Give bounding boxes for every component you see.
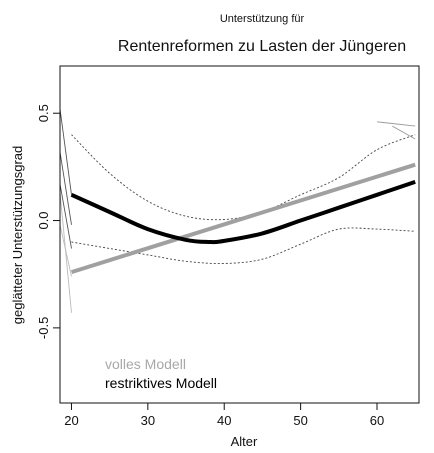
edge-line-4: [59, 224, 72, 277]
chart-title: Rentenreformen zu Lasten der Jüngeren: [118, 38, 406, 55]
band-upper-line: [71, 134, 416, 221]
y-axis: -0.5 0.0 0.5: [36, 104, 60, 339]
x-axis-label: Alter: [231, 434, 258, 449]
edge-line-5: [376, 121, 416, 127]
edge-lines: [59, 108, 416, 313]
x-tick-label: 50: [293, 413, 307, 428]
legend: volles Modell restriktives Modell: [105, 356, 217, 391]
band-lower-line: [71, 227, 416, 265]
series-line-full-model: [70, 162, 416, 275]
x-tick-label: 40: [217, 413, 231, 428]
series-lines: [70, 162, 416, 275]
x-tick-label: 30: [141, 413, 155, 428]
y-axis-label: geglätteter Unterstützungsgrad: [10, 146, 25, 325]
plot-frame: [59, 65, 420, 404]
y-tick-label: -0.5: [36, 317, 51, 339]
y-tick-label: 0.0: [36, 211, 51, 229]
legend-label-full-model: volles Modell: [105, 356, 186, 372]
plot-area: [59, 65, 420, 404]
edge-line-0: [59, 108, 72, 195]
x-tick-label: 60: [370, 413, 384, 428]
legend-label-restricted-model: restriktives Modell: [105, 375, 217, 391]
edge-line-3: [59, 192, 72, 313]
y-tick-label: 0.5: [36, 104, 51, 122]
chart-subtitle: Unterstützung für: [220, 13, 305, 25]
edge-line-2: [59, 184, 72, 249]
series-line-restricted-model: [70, 180, 416, 245]
x-tick-label: 20: [64, 413, 78, 428]
edge-line-6: [392, 125, 416, 140]
edge-line-1: [59, 151, 72, 225]
x-axis: 20 30 40 50 60: [64, 403, 384, 428]
